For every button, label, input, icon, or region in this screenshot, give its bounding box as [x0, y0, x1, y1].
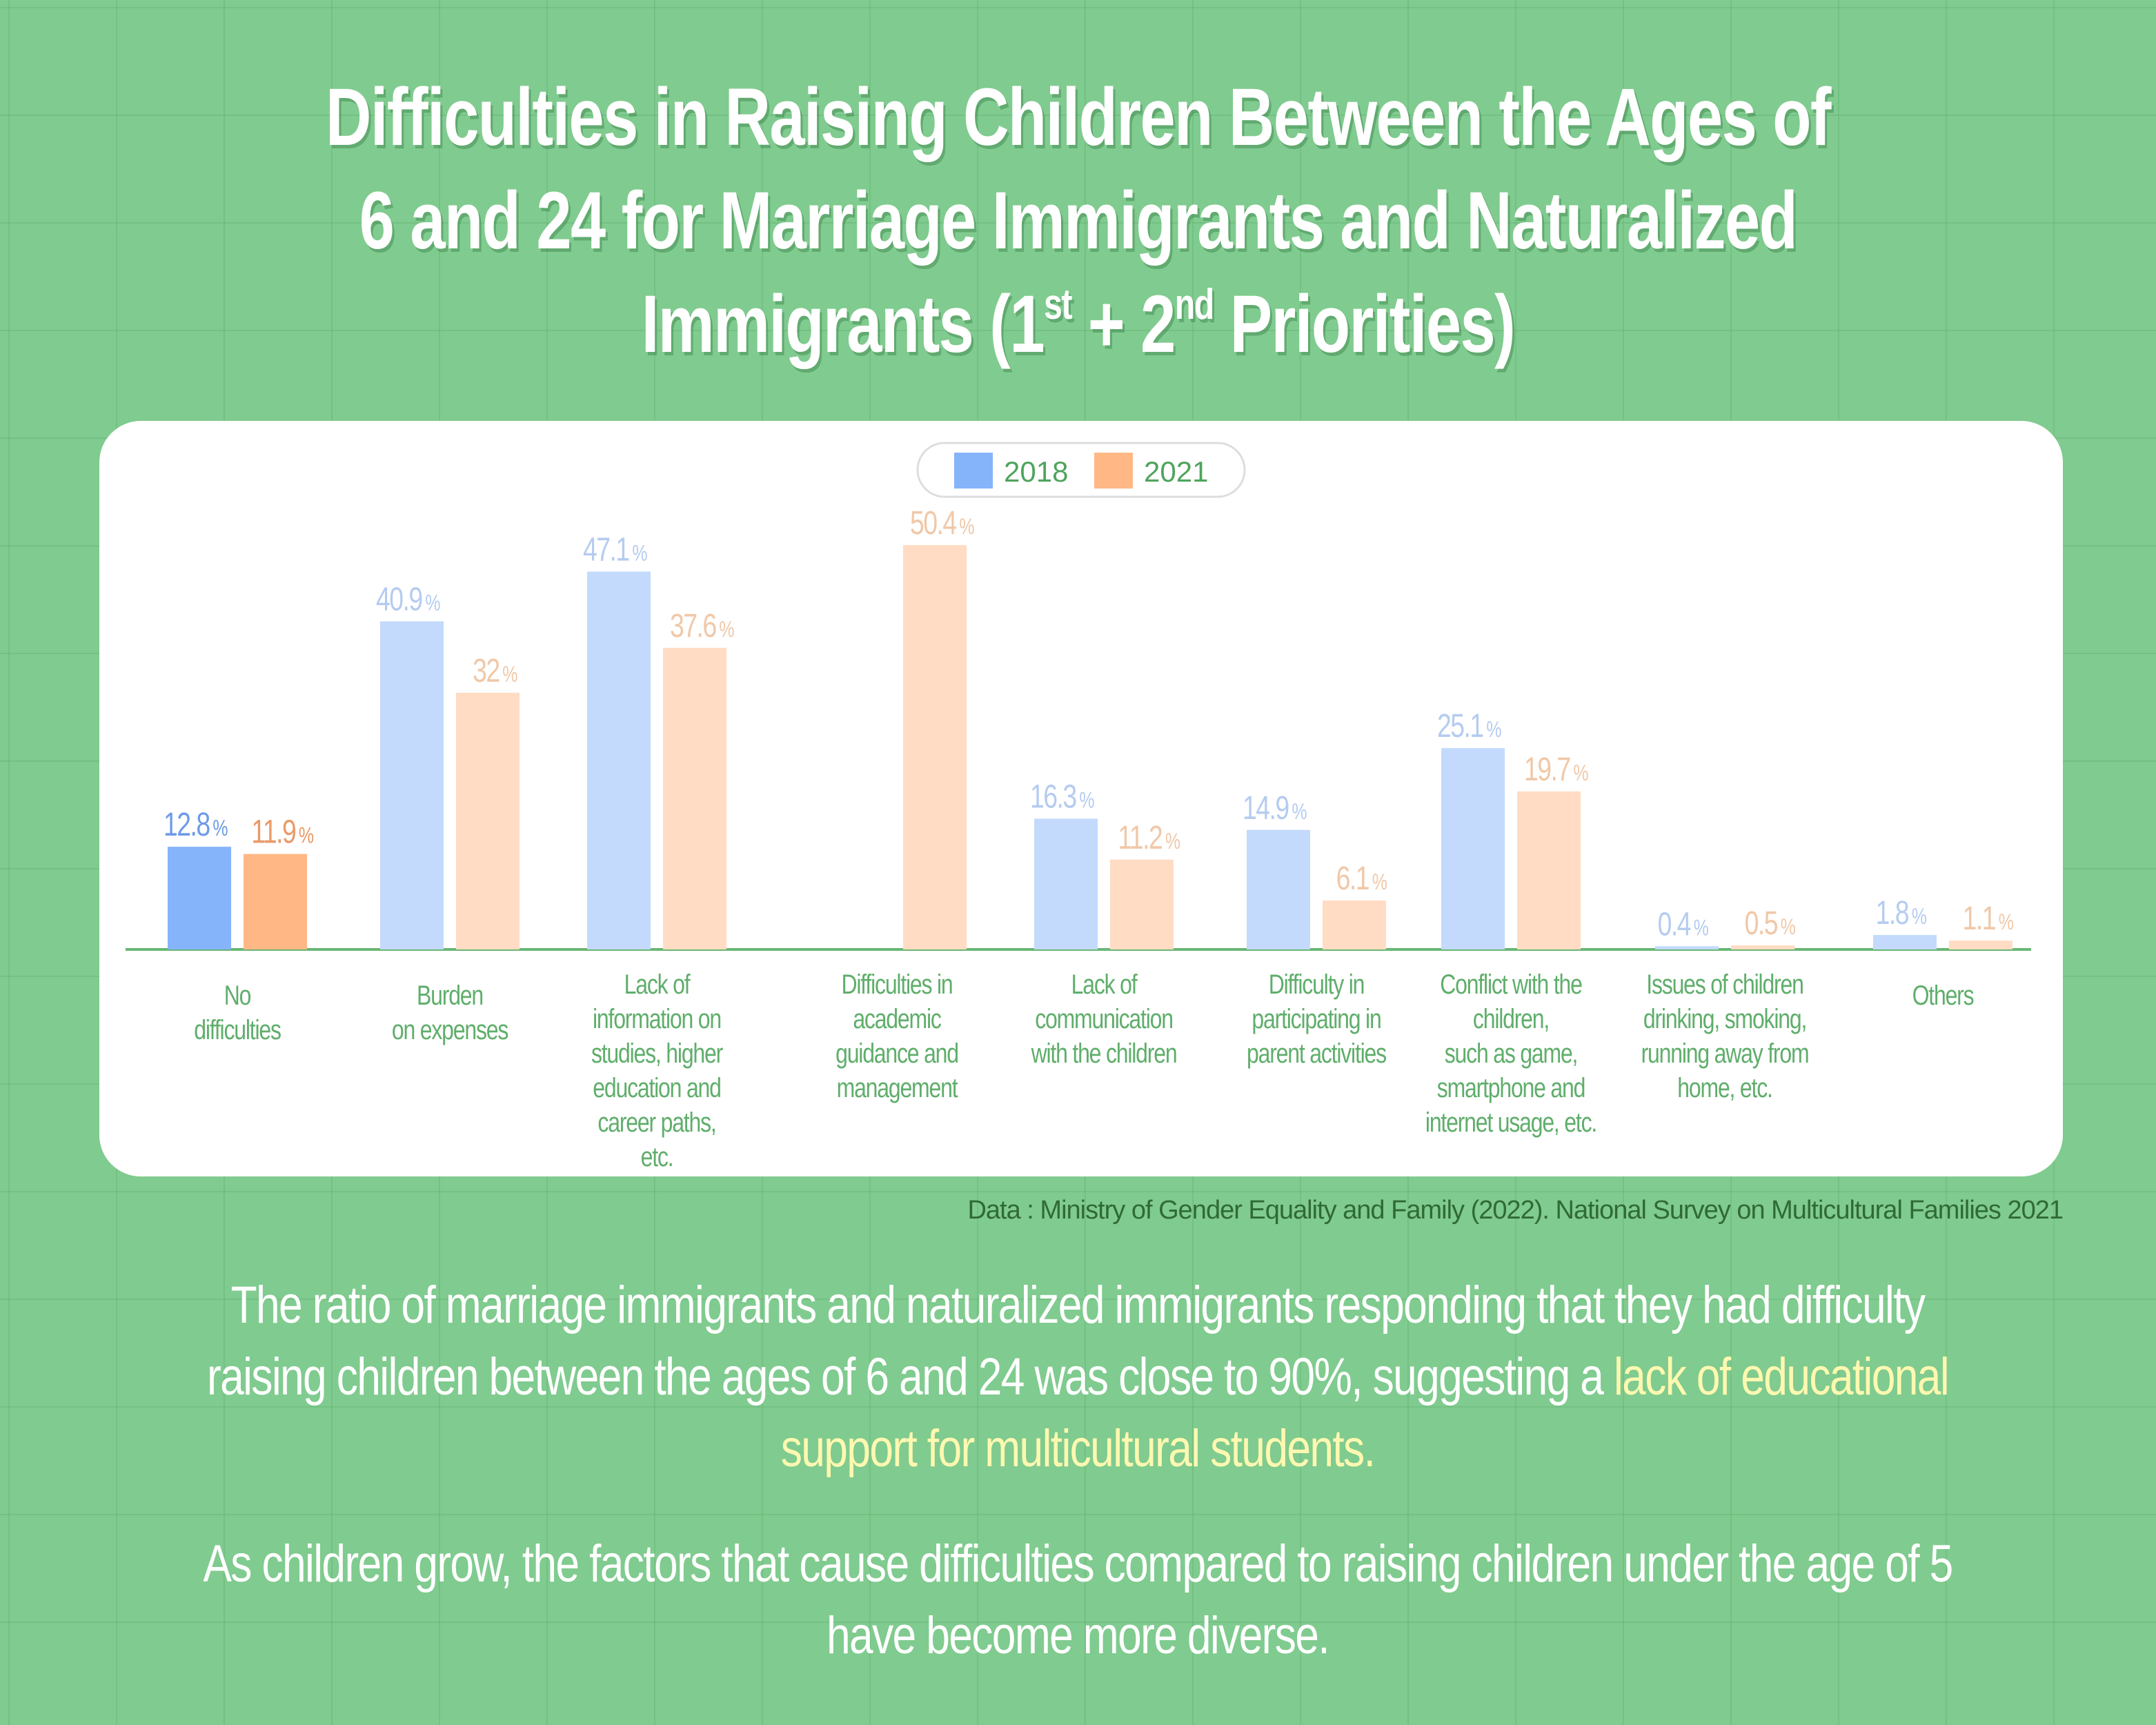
- legend-swatch-2018: [954, 453, 993, 489]
- bar-2018-4: [1034, 818, 1098, 949]
- data-label-2018-8: 1.8%: [1876, 895, 1927, 932]
- legend-label-2018: 2018: [1004, 455, 1068, 488]
- category-label-1: Burden on expenses: [392, 980, 508, 1045]
- data-label-2018-5: 14.9%: [1243, 789, 1307, 827]
- data-label-2021-5: 6.1%: [1336, 860, 1387, 898]
- data-label-group-2021-0: 11.9%: [251, 814, 315, 851]
- title-sup-st: st: [1044, 281, 1072, 328]
- category-label-3: Difficulties in academic guidance and manag…: [835, 969, 958, 1103]
- title-line-3: Immigrants (1st + 2nd Priorities): [237, 273, 1919, 376]
- bar-2021-4: [1110, 859, 1174, 949]
- data-label-2021-7: 0.5%: [1745, 905, 1796, 943]
- data-label-group-2018-8: 1.8%: [1876, 895, 1928, 932]
- legend-label-2021: 2021: [1144, 455, 1208, 488]
- category-label-0: No difficulties: [194, 980, 281, 1045]
- category-label-group-3: Difficulties in academic guidance and manag…: [835, 969, 959, 1103]
- data-label-group-2018-7: 0.4%: [1658, 906, 1710, 943]
- bar-chart: 2018 2021 12.8% 11.9 % No difficulties 40.9 % 32%…: [126, 442, 2031, 1172]
- bar-2018-5: [1247, 829, 1310, 949]
- data-label-group-2021-8: 1.1%: [1963, 900, 2015, 938]
- category-label-7: Issues of children drinking, smoking, runn…: [1641, 969, 1809, 1103]
- category-label-group-0: No difficulties: [194, 980, 281, 1045]
- data-label-group-2018-0: 12.8%: [164, 807, 229, 844]
- category-label-group-6: Conflict with the children, such as game, s…: [1425, 969, 1597, 1138]
- secondary-paragraph: As children grow, the factors that cause…: [203, 1535, 1953, 1665]
- bar-2018-7: [1655, 946, 1719, 949]
- data-label-2018-1: 40.9%: [376, 581, 440, 618]
- data-label-group-2021-5: 6.1%: [1336, 860, 1388, 898]
- category-label-5: Difficulty in participating in parent acti…: [1247, 969, 1386, 1069]
- data-label-group-2018-5: 14.9%: [1243, 789, 1308, 827]
- category-label-8: Others: [1912, 980, 1974, 1011]
- data-label-2018-4: 16.3%: [1030, 778, 1094, 816]
- data-label-2018-6: 25.1%: [1437, 708, 1501, 745]
- bar-2021-8: [1949, 940, 2012, 949]
- data-label-group-2018-4: 16.3%: [1030, 778, 1096, 816]
- data-label-2021-1: 32%: [473, 653, 517, 690]
- title-line-3-c: Priorities): [1213, 279, 1516, 370]
- data-label-2018-0: 12.8%: [164, 807, 228, 844]
- data-label-2021-2: 37.6%: [670, 607, 734, 644]
- summary-text: The ratio of marriage immigrants and nat…: [206, 1276, 1926, 1406]
- data-label-2021-0: 11.9%: [251, 814, 313, 851]
- category-label-group-8: Others: [1912, 980, 1975, 1011]
- highlight-text: lack of educational support for multicul…: [780, 1348, 1950, 1478]
- bar-2021-0: [244, 854, 307, 949]
- page-title: Difficulties in Raising Children Between…: [0, 66, 2156, 376]
- legend-swatch-2021: [1094, 453, 1133, 489]
- category-label-6: Conflict with the children, such as game, s…: [1425, 969, 1596, 1138]
- title-line-3-a: Immigrants (1: [641, 279, 1045, 370]
- data-label-2021-3: 50.4%: [910, 505, 974, 542]
- data-label-2021-4: 11.2%: [1118, 819, 1180, 856]
- bar-2018-0: [168, 847, 231, 949]
- bar-2021-7: [1731, 945, 1794, 949]
- category-label-group-5: Difficulty in participating in parent acti…: [1247, 969, 1387, 1069]
- category-label-2: Lack of information on studies, higher educ…: [591, 969, 723, 1172]
- data-label-group-2021-3: 50.4%: [910, 505, 976, 542]
- legend: [916, 442, 1246, 498]
- data-label-group-2021-6: 19.7%: [1524, 751, 1590, 789]
- bar-2021-2: [663, 647, 726, 949]
- data-label-2018-7: 0.4%: [1658, 906, 1709, 943]
- title-sup-nd: nd: [1174, 281, 1215, 328]
- data-label-group-2021-4: 11.2%: [1118, 819, 1181, 856]
- bar-2018-6: [1441, 748, 1505, 949]
- summary-paragraph: The ratio of marriage immigrants and nat…: [201, 1270, 1955, 1485]
- bar-2018-8: [1873, 935, 1937, 949]
- bar-2018-2: [587, 571, 651, 949]
- bar-2021-3: [903, 545, 967, 949]
- data-label-2018-2: 47.1%: [583, 531, 647, 569]
- data-label-group-2021-1: 32%: [473, 653, 518, 690]
- title-line-3-b: + 2: [1071, 279, 1176, 370]
- bar-2018-1: [380, 621, 444, 949]
- data-label-group-2018-6: 25.1%: [1437, 708, 1503, 745]
- bar-2021-1: [456, 692, 520, 949]
- data-label-group-2021-7: 0.5%: [1745, 905, 1797, 943]
- bar-2021-6: [1517, 791, 1581, 949]
- bar-2021-5: [1323, 900, 1386, 949]
- data-label-2021-8: 1.1%: [1963, 900, 2014, 938]
- data-label-group-2018-2: 47.1%: [583, 531, 649, 569]
- title-line-1: Difficulties in Raising Children Between…: [326, 72, 1832, 163]
- data-label-group-2018-1: 40.9%: [376, 581, 442, 618]
- category-label-group-2: Lack of information on studies, higher educ…: [591, 969, 724, 1172]
- title-line-2: 6 and 24 for Marriage Immigrants and Nat…: [359, 175, 1798, 266]
- category-label-group-1: Burden on expenses: [392, 980, 509, 1045]
- category-label-group-4: Lack of communication with the children: [1031, 969, 1178, 1069]
- data-label-group-2021-2: 37.6%: [670, 607, 735, 644]
- category-label-group-7: Issues of children drinking, smoking, runn…: [1641, 969, 1810, 1103]
- data-source: Data : Ministry of Gender Equality and F…: [967, 1196, 2064, 1225]
- category-label-4: Lack of communication with the children: [1031, 969, 1177, 1069]
- data-label-2021-6: 19.7%: [1524, 751, 1588, 789]
